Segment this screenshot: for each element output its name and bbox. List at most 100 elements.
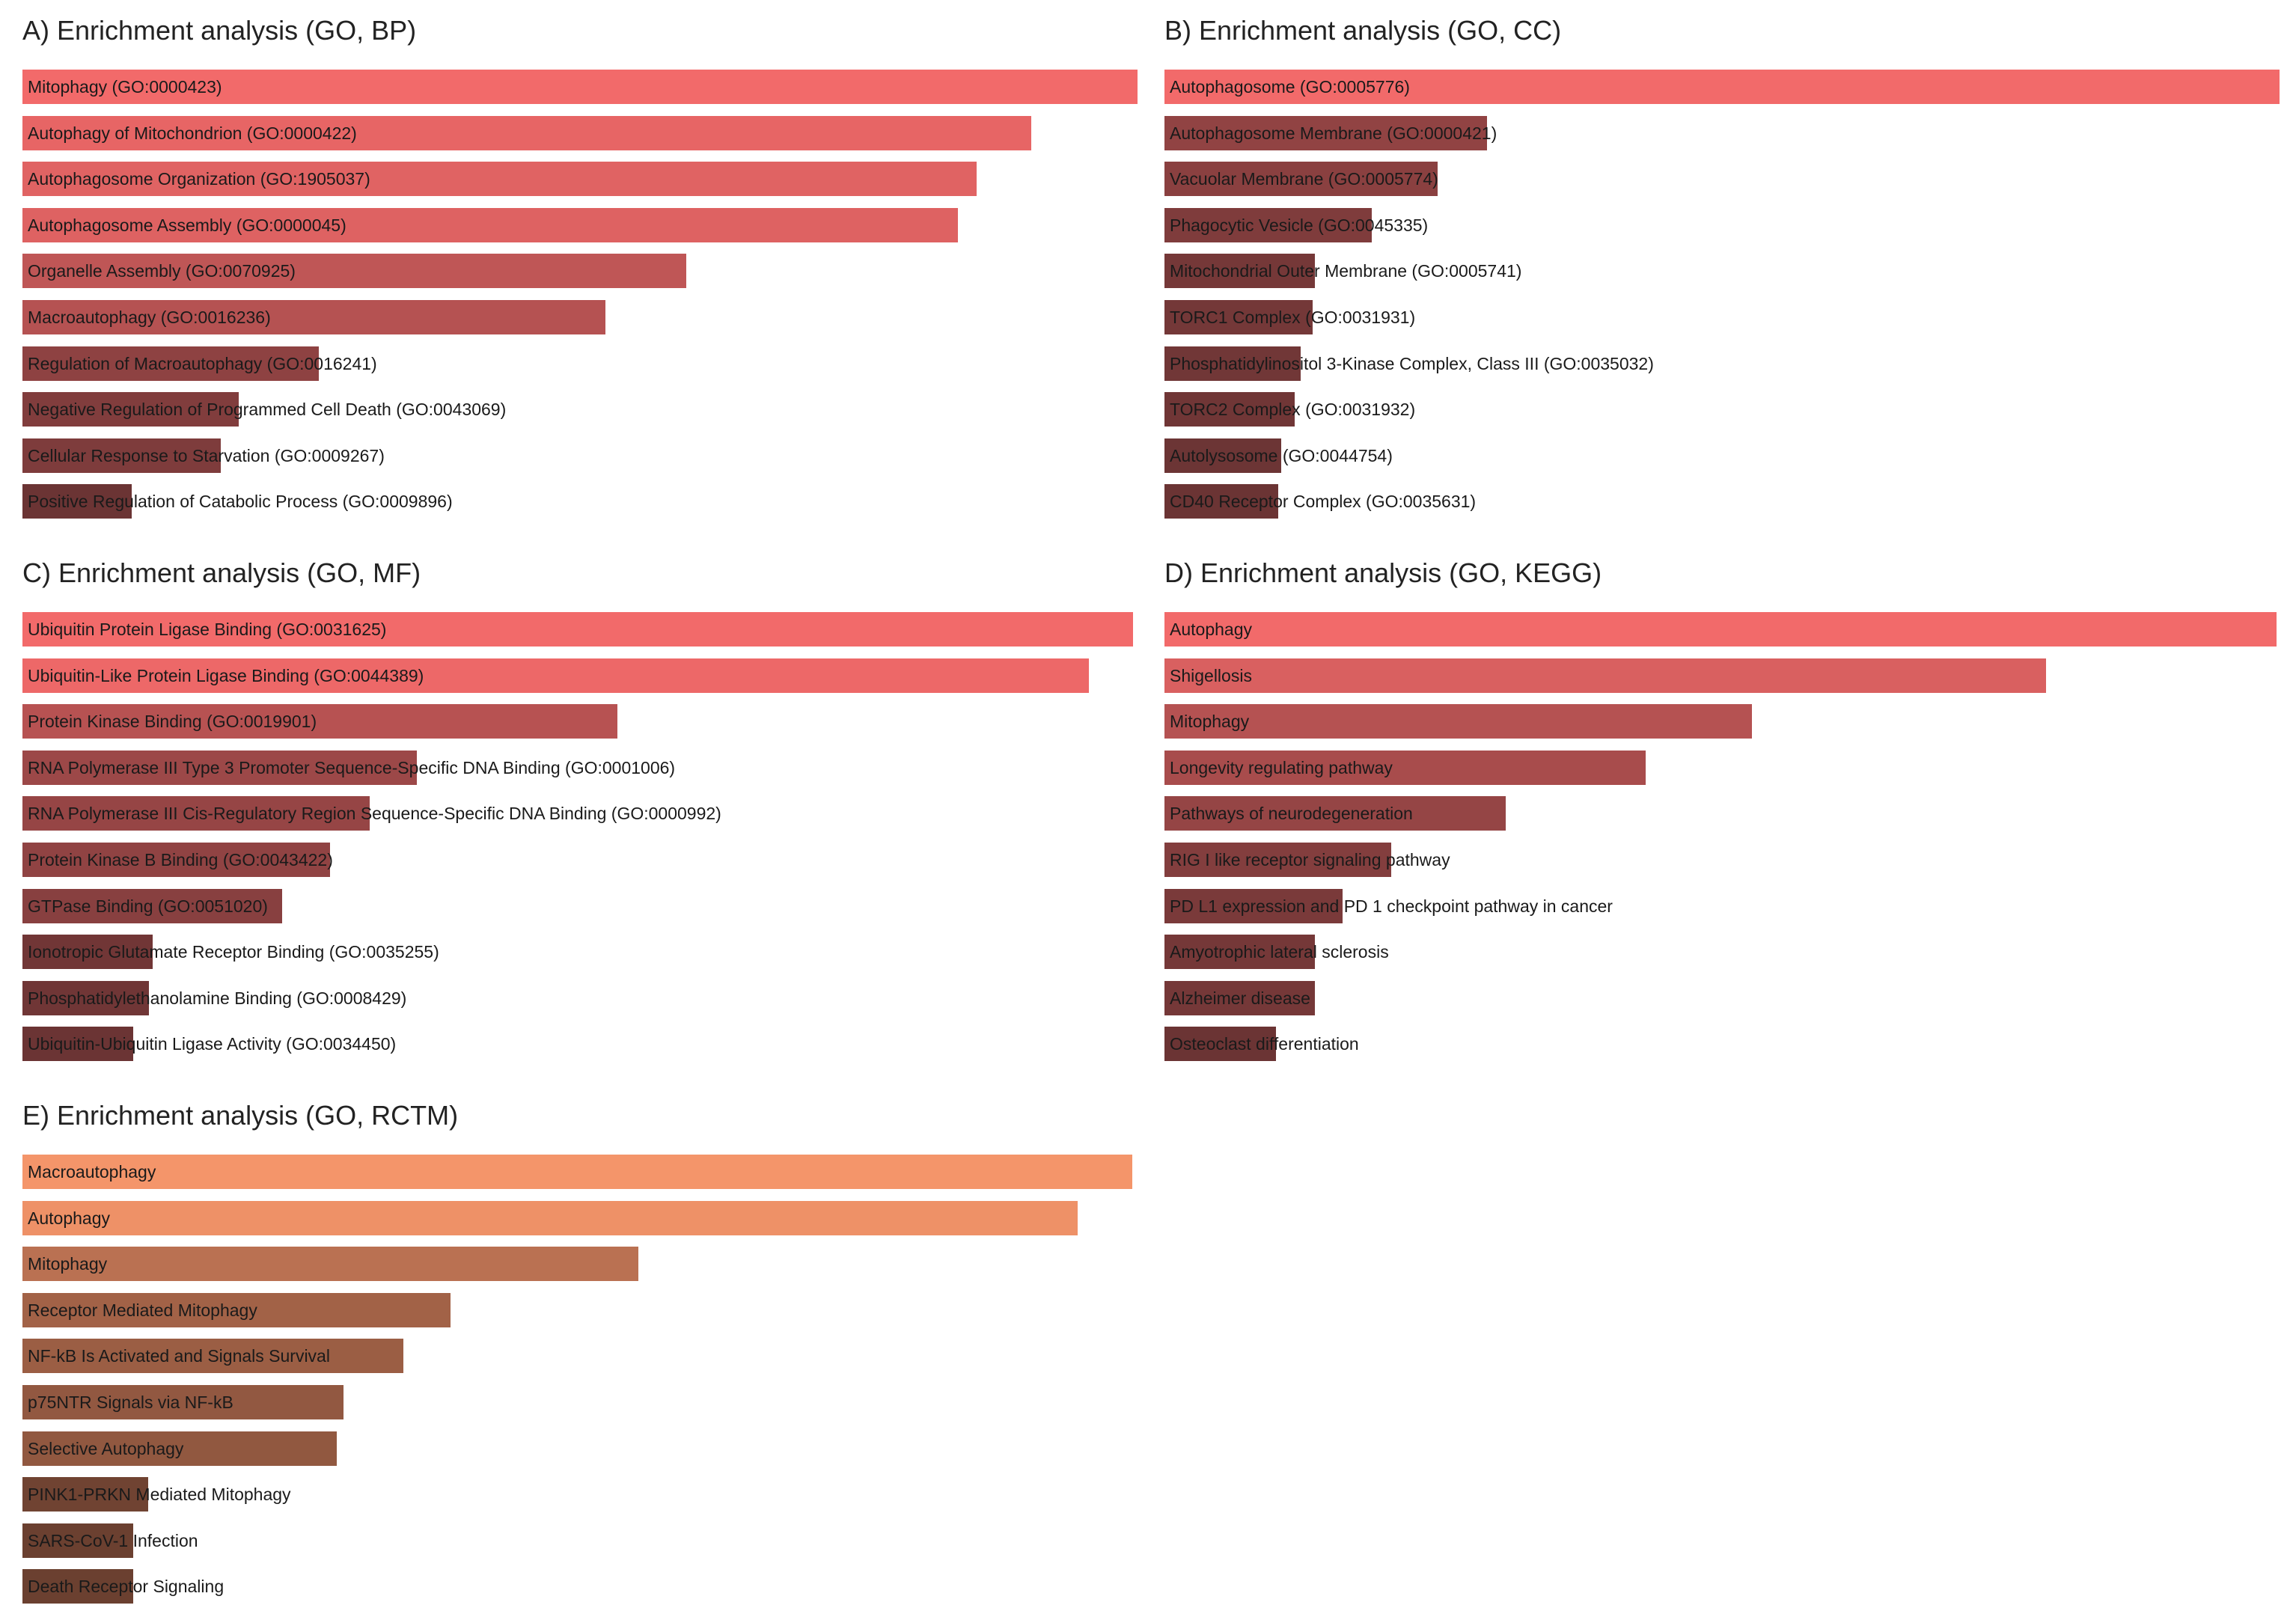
bar <box>22 438 222 473</box>
bar-label: p75NTR Signals via NF-kB <box>28 1393 233 1412</box>
bar-row: Autophagosome Membrane (GO:0000421) <box>1164 115 2280 150</box>
bar <box>22 750 417 785</box>
bar <box>22 935 153 970</box>
bar-row: Protein Kinase Binding (GO:0019901) <box>22 704 1133 739</box>
bar <box>22 1523 134 1558</box>
bar-label: Vacuolar Membrane (GO:0005774) <box>1170 169 1438 189</box>
bar-label: RNA Polymerase III Cis-Regulatory Region… <box>28 804 721 824</box>
bar-row: RNA Polymerase III Cis-Regulatory Region… <box>22 796 1133 831</box>
bar-label: Protein Kinase B Binding (GO:0043422) <box>28 850 333 869</box>
bar <box>1164 392 1295 427</box>
bar-label: Mitochondrial Outer Membrane (GO:0005741… <box>1170 261 1522 281</box>
bar <box>1164 704 1752 739</box>
bar-row: Macroautophagy <box>22 1155 1132 1189</box>
bar <box>22 1200 1078 1235</box>
bar <box>22 704 618 739</box>
bar <box>22 254 686 289</box>
bar-label: PINK1-PRKN Mediated Mitophagy <box>28 1485 291 1505</box>
bar <box>1164 346 1301 381</box>
bar-row: Positive Regulation of Catabolic Process… <box>22 484 1138 519</box>
bar-row: TORC2 Complex (GO:0031932) <box>1164 392 2280 427</box>
bar-label: Phagocytic Vesicle (GO:0045335) <box>1170 215 1429 235</box>
bar <box>22 115 1032 150</box>
panel-mf: C) Enrichment analysis (GO, MF) Ubiquiti… <box>22 557 1145 1081</box>
panel-rctm: E) Enrichment analysis (GO, RCTM) Macroa… <box>22 1100 1145 1616</box>
bar-chart: Autophagosome (GO:0005776) Autophagosome … <box>1164 70 2280 534</box>
bar-row: Phosphatidylinositol 3-Kinase Complex, C… <box>1164 346 2280 381</box>
bar-label: Positive Regulation of Catabolic Process… <box>28 492 453 512</box>
bar-label: Macroautophagy (GO:0016236) <box>28 308 271 327</box>
bar <box>22 1385 344 1419</box>
bar <box>1164 438 1282 473</box>
bar-row: Mitophagy (GO:0000423) <box>22 70 1138 104</box>
bar <box>1164 115 1487 150</box>
panel-title: A) Enrichment analysis (GO, BP) <box>22 15 417 46</box>
bar <box>22 1247 639 1282</box>
bar-row: GTPase Binding (GO:0051020) <box>22 888 1133 923</box>
bar-label: Phosphatidylethanolamine Binding (GO:000… <box>28 988 407 1008</box>
bar-row: Autophagosome Assembly (GO:0000045) <box>22 207 1138 242</box>
bar <box>1164 300 1313 334</box>
bar <box>1164 658 2047 693</box>
panel-bp: A) Enrichment analysis (GO, BP) Mitophag… <box>22 15 1145 539</box>
bar-row: Macroautophagy (GO:0016236) <box>22 300 1138 334</box>
bar-label: Selective Autophagy <box>28 1438 184 1458</box>
bar-label: Organelle Assembly (GO:0070925) <box>28 261 296 281</box>
bar-row: Selective Autophagy <box>22 1431 1132 1466</box>
bar-label: Autophagosome Organization (GO:1905037) <box>28 169 370 189</box>
bar-label: Regulation of Macroautophagy (GO:0016241… <box>28 353 377 373</box>
bar-label: PD L1 expression and PD 1 checkpoint pat… <box>1170 896 1613 916</box>
bar <box>1164 1027 1276 1062</box>
bar-label: GTPase Binding (GO:0051020) <box>28 896 268 916</box>
bar <box>22 1569 134 1604</box>
bar-row: Pathways of neurodegeneration <box>1164 796 2277 831</box>
bar <box>22 658 1089 693</box>
bar-row: Receptor Mediated Mitophagy <box>22 1292 1132 1327</box>
bar-label: Phosphatidylinositol 3-Kinase Complex, C… <box>1170 353 1654 373</box>
bar-label: Macroautophagy <box>28 1162 156 1182</box>
bar <box>22 796 370 831</box>
bar-row: Protein Kinase B Binding (GO:0043422) <box>22 843 1133 877</box>
bar-row: Autophagy of Mitochondrion (GO:0000422) <box>22 115 1138 150</box>
bar-chart: Macroautophagy Autophagy Mitophagy Receptor… <box>22 1155 1132 1619</box>
bar-row: Regulation of Macroautophagy (GO:0016241… <box>22 346 1138 381</box>
bar-label: Receptor Mediated Mitophagy <box>28 1300 257 1320</box>
bar-label: Shigellosis <box>1170 665 1252 685</box>
bar-row: Amyotrophic lateral sclerosis <box>1164 935 2277 970</box>
bar <box>1164 843 1392 877</box>
bar-label: Autophagy of Mitochondrion (GO:0000422) <box>28 123 357 143</box>
bar-row: Phosphatidylethanolamine Binding (GO:000… <box>22 980 1133 1015</box>
bar-row: Ubiquitin-Ubiquitin Ligase Activity (GO:… <box>22 1027 1133 1062</box>
bar <box>1164 888 1343 923</box>
bar-label: Protein Kinase Binding (GO:0019901) <box>28 712 317 732</box>
bar-row: Cellular Response to Starvation (GO:0009… <box>22 438 1138 473</box>
bar-row: Ionotropic Glutamate Receptor Binding (G… <box>22 935 1133 970</box>
panel-kegg: D) Enrichment analysis (GO, KEGG) Autoph… <box>1164 557 2287 1081</box>
bar-label: Autophagosome Assembly (GO:0000045) <box>28 215 346 235</box>
bar-label: SARS-CoV-1 Infection <box>28 1530 198 1550</box>
bar <box>22 346 320 381</box>
bar-row: Alzheimer disease <box>1164 980 2277 1015</box>
bar-label: TORC1 Complex (GO:0031931) <box>1170 308 1416 327</box>
bar-row: Autophagy <box>22 1200 1132 1235</box>
bar-row: Mitophagy <box>22 1247 1132 1282</box>
bar-row: RNA Polymerase III Type 3 Promoter Seque… <box>22 750 1133 785</box>
bar-label: Autophagy <box>1170 620 1252 639</box>
bar-row: Vacuolar Membrane (GO:0005774) <box>1164 162 2280 197</box>
bar-row: p75NTR Signals via NF-kB <box>22 1385 1132 1419</box>
bar-label: Autolysosome (GO:0044754) <box>1170 445 1393 465</box>
bar-row: Organelle Assembly (GO:0070925) <box>22 254 1138 289</box>
bar <box>22 980 150 1015</box>
bar <box>1164 254 1316 289</box>
bar-row: Autophagosome Organization (GO:1905037) <box>22 162 1138 197</box>
bar-label: TORC2 Complex (GO:0031932) <box>1170 400 1416 420</box>
bar <box>22 1155 1132 1189</box>
bar-chart: Mitophagy (GO:0000423) Autophagy of Mitoc… <box>22 70 1138 534</box>
bar-label: Ubiquitin-Like Protein Ligase Binding (G… <box>28 665 424 685</box>
bar-row: Autophagy <box>1164 612 2277 647</box>
bar <box>22 162 977 197</box>
bar-label: Ubiquitin Protein Ligase Binding (GO:003… <box>28 620 387 639</box>
bar-label: Autophagy <box>28 1208 110 1228</box>
bar-row: SARS-CoV-1 Infection <box>22 1523 1132 1558</box>
bar <box>22 207 959 242</box>
